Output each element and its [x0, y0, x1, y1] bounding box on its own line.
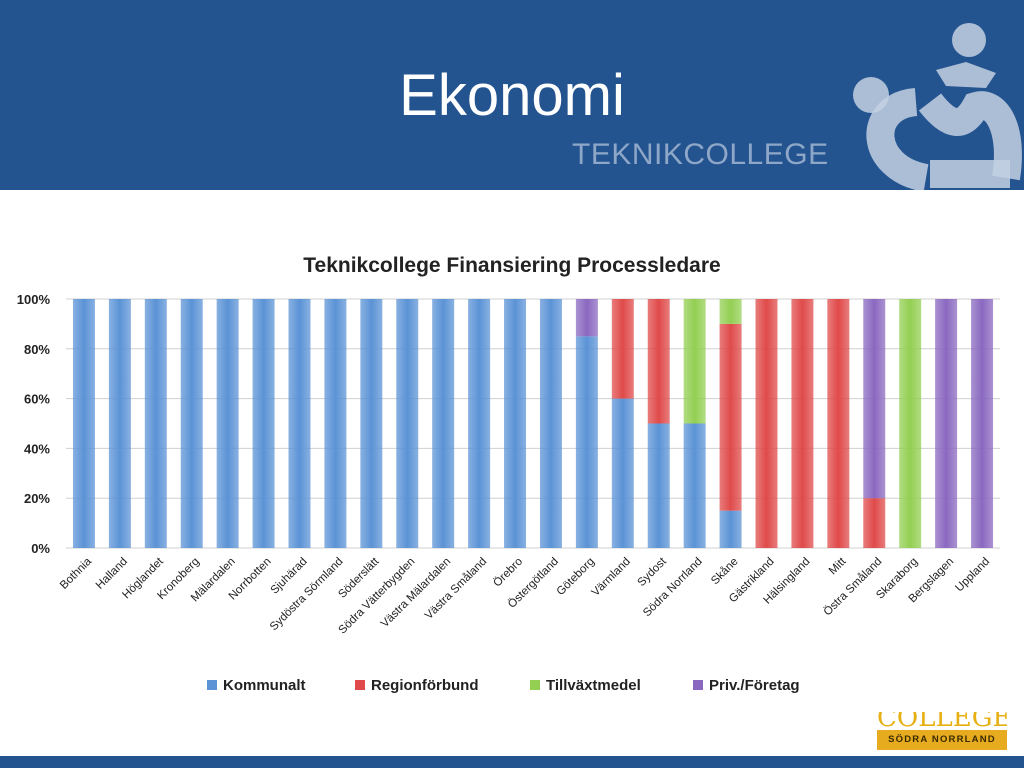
bar-segment [216, 299, 239, 548]
bar-segment [935, 299, 958, 548]
financing-chart: Teknikcollege Finansiering Processledare… [17, 254, 1000, 694]
bar-segment [719, 510, 742, 548]
bar-segment [180, 299, 203, 548]
legend-label: Regionförbund [371, 677, 478, 694]
x-tick-label: Västra Småland [423, 556, 489, 622]
x-tick-label: Örebro [491, 556, 525, 590]
bar-segment [72, 299, 95, 548]
x-tick-label: Värmland [590, 556, 633, 599]
legend-swatch [693, 680, 703, 690]
slide-footer [0, 756, 1024, 768]
y-tick-label: 20% [24, 491, 50, 506]
gridlines [66, 298, 1000, 549]
bar-segment [791, 299, 814, 548]
x-tick-label: Sydöstra Sörmland [268, 556, 346, 634]
legend-label: Priv./Företag [709, 677, 800, 694]
brand-text: TEKNIKCOLLEGE [572, 138, 829, 171]
bar-segment [575, 299, 598, 337]
legend-label: Kommunalt [223, 677, 306, 694]
bar-segment [683, 299, 706, 424]
bar-segment [108, 299, 131, 548]
college-sodra-norrland-logo: COLLEGE SÖDRA NORRLAND [877, 712, 1007, 750]
bar-segment [324, 299, 347, 548]
bar-segment [899, 299, 922, 548]
x-axis-labels: Bothnia HallandHöglandetKronobergMälardal… [58, 555, 992, 636]
bar-segment [719, 323, 742, 511]
bars [72, 299, 994, 548]
bar-segment [288, 299, 311, 548]
bar-segment [647, 299, 670, 424]
bar-segment [360, 299, 383, 548]
x-tick-label: Uppland [953, 556, 992, 595]
chart-title: Teknikcollege Finansiering Processledare [303, 254, 720, 277]
bar-segment [863, 498, 886, 548]
bar-segment [468, 299, 491, 548]
bar-segment [504, 299, 527, 548]
y-tick-label: 80% [24, 342, 50, 357]
bar-segment [396, 299, 419, 548]
bar-segment [144, 299, 167, 548]
x-tick-label: Halland [94, 556, 130, 592]
bar-segment [755, 299, 778, 548]
bar-segment [539, 299, 562, 548]
bar-segment [611, 398, 634, 548]
bar-segment [683, 423, 706, 548]
bar-segment [432, 299, 455, 548]
legend-swatch [355, 680, 365, 690]
legend-label: Tillväxtmedel [546, 677, 641, 694]
x-tick-label: Skåne [709, 556, 741, 588]
x-tick-label: Bothnia [58, 555, 94, 591]
slide-header: Ekonomi TEKNIKCOLLEGE [0, 0, 1024, 190]
bar-segment [971, 299, 994, 548]
college-logo-word: COLLEGE [877, 712, 1007, 733]
y-tick-label: 60% [24, 392, 50, 407]
y-axis-ticks: 0% 20% 40% 60% 80% 100% [17, 292, 51, 556]
legend: Kommunalt Regionförbund Tillväxtmedel Priv.… [207, 677, 800, 694]
bar-segment [719, 299, 742, 324]
legend-swatch [207, 680, 217, 690]
slide-title: Ekonomi [399, 63, 625, 128]
y-tick-label: 100% [17, 292, 51, 307]
bar-segment [647, 423, 670, 548]
y-tick-label: 0% [31, 541, 50, 556]
x-tick-label: Mitt [827, 555, 849, 577]
x-tick-label: Sydost [635, 555, 669, 589]
bar-segment [611, 299, 634, 399]
bar-segment [252, 299, 275, 548]
college-logo-subtext: SÖDRA NORRLAND [877, 730, 1007, 750]
bar-segment [575, 336, 598, 548]
teknikcollege-logo-icon [853, 23, 1022, 190]
legend-swatch [530, 680, 540, 690]
y-tick-label: 40% [24, 441, 50, 456]
bar-segment [863, 299, 886, 499]
bar-segment [827, 299, 850, 548]
